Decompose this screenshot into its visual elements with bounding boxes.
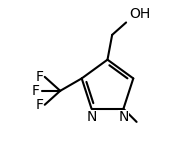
Text: OH: OH — [129, 7, 151, 21]
Text: N: N — [118, 110, 129, 124]
Text: N: N — [86, 110, 97, 124]
Text: F: F — [35, 70, 43, 84]
Text: F: F — [32, 84, 40, 98]
Text: F: F — [35, 98, 43, 112]
